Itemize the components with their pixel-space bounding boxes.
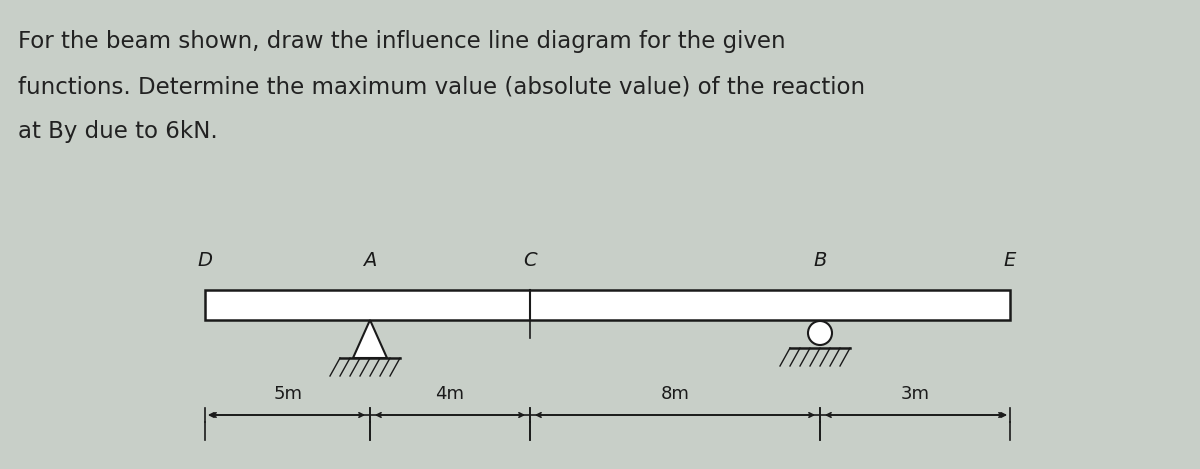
Text: E: E <box>1004 251 1016 270</box>
Text: functions. Determine the maximum value (absolute value) of the reaction: functions. Determine the maximum value (… <box>18 75 865 98</box>
Text: A: A <box>364 251 377 270</box>
Text: 8m: 8m <box>660 385 690 403</box>
Text: D: D <box>198 251 212 270</box>
Text: B: B <box>814 251 827 270</box>
Polygon shape <box>353 320 386 358</box>
Text: For the beam shown, draw the influence line diagram for the given: For the beam shown, draw the influence l… <box>18 30 786 53</box>
Bar <box>205 290 1010 320</box>
Text: C: C <box>523 251 536 270</box>
Circle shape <box>808 321 832 345</box>
Text: 3m: 3m <box>900 385 930 403</box>
Text: 4m: 4m <box>436 385 464 403</box>
Text: 5m: 5m <box>274 385 302 403</box>
Text: at By due to 6kN.: at By due to 6kN. <box>18 120 217 143</box>
